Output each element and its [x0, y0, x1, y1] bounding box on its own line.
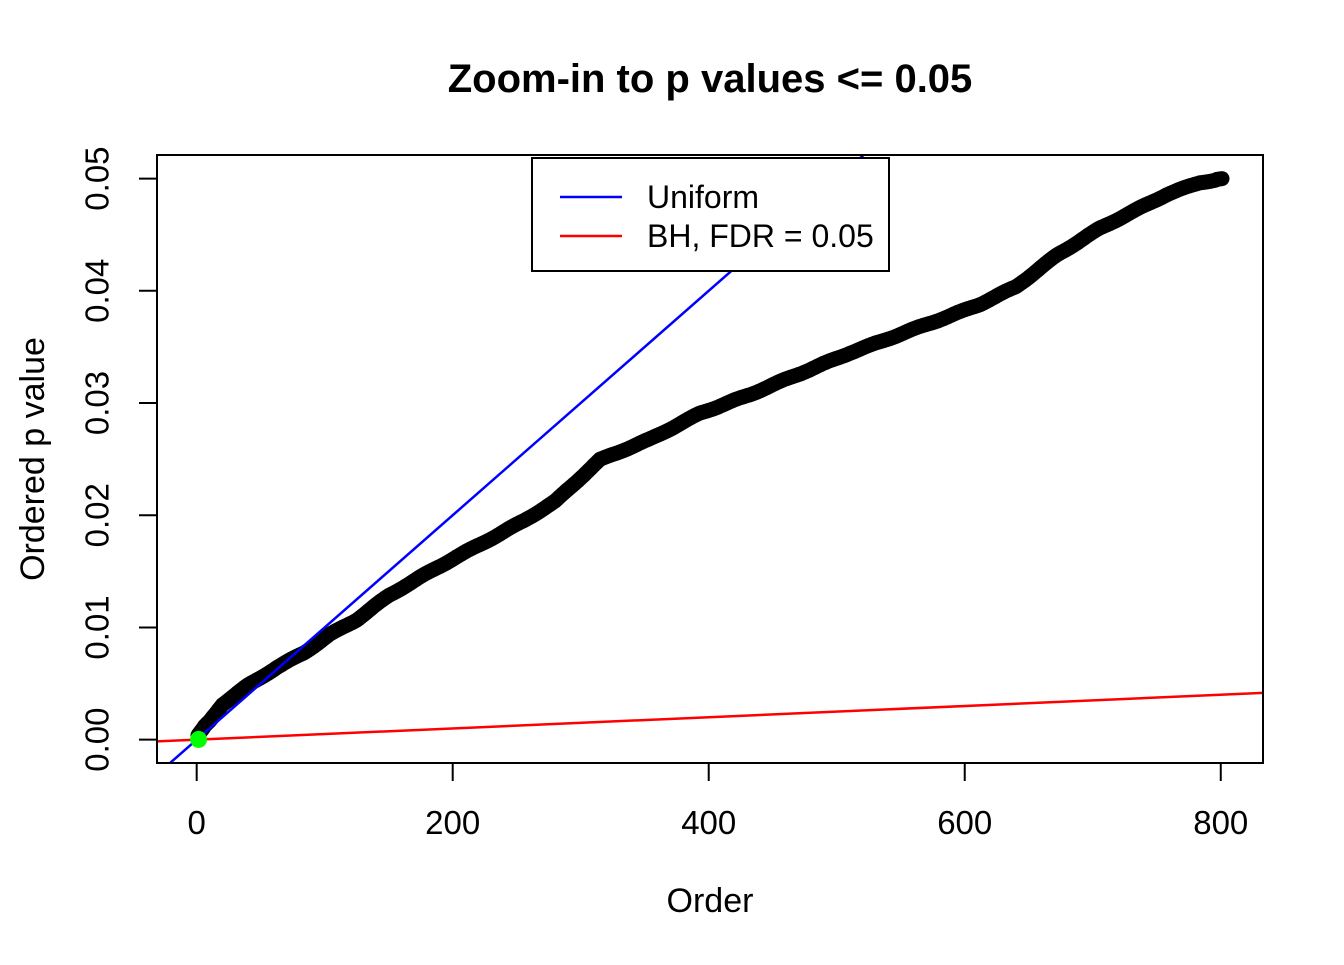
- x-axis-label: Order: [667, 882, 754, 920]
- y-axis-label: Ordered p value: [14, 337, 52, 581]
- x-tick-label: 400: [681, 804, 736, 841]
- plot-border: [156, 154, 1264, 764]
- legend-label-bh: BH, FDR = 0.05: [647, 218, 874, 254]
- chart-title: Zoom-in to p values <= 0.05: [448, 57, 973, 101]
- y-tick-label: 0.05: [79, 146, 116, 210]
- min-pvalue-point: [190, 730, 208, 748]
- y-tick-label: 0.00: [79, 708, 116, 772]
- x-tick-label: 0: [188, 804, 206, 841]
- x-tick-label: 200: [425, 804, 480, 841]
- legend: Uniform BH, FDR = 0.05: [531, 157, 890, 272]
- y-tick-label: 0.04: [79, 259, 116, 323]
- axes: 0 200 400 600 800 0.00 0.01 0.02 0.03 0.04 0.05: [79, 146, 1249, 841]
- x-tick-label: 800: [1193, 804, 1248, 841]
- legend-label-uniform: Uniform: [647, 179, 759, 215]
- legend-box: [531, 157, 890, 272]
- plot-series: [157, 155, 1263, 763]
- y-tick-label: 0.03: [79, 371, 116, 435]
- y-tick-label: 0.02: [79, 483, 116, 547]
- uniform-line: [168, 155, 866, 763]
- y-tick-label: 0.01: [79, 595, 116, 659]
- x-tick-label: 600: [937, 804, 992, 841]
- bh-fdr-line: [157, 691, 1263, 743]
- pvalue-curve: [190, 171, 1230, 743]
